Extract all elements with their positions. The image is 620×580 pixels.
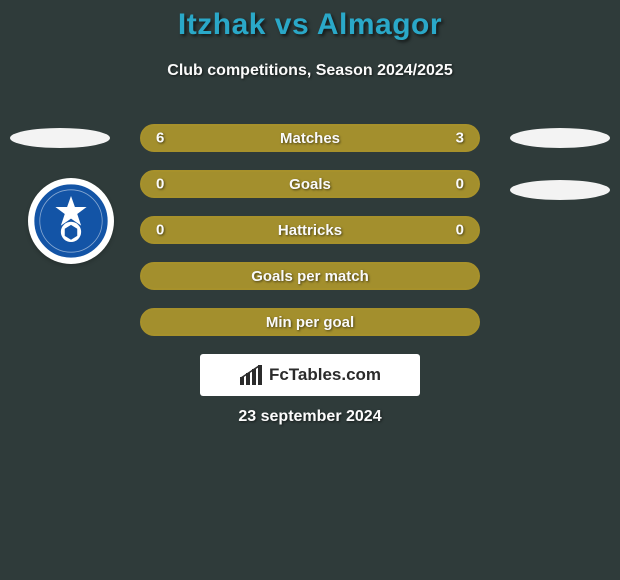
- subtitle: Club competitions, Season 2024/2025: [0, 62, 620, 80]
- date-label: 23 september 2024: [0, 408, 620, 426]
- branding-box: FcTables.com: [200, 354, 420, 396]
- stat-value-left: 0: [156, 222, 164, 239]
- stats-comparison-card: Itzhak vs Almagor Club competitions, Sea…: [0, 0, 620, 580]
- stat-row: Goals 0 0: [140, 170, 480, 198]
- bar-chart-icon: [239, 365, 263, 385]
- stat-value-right: 0: [456, 176, 464, 193]
- stat-value-right: 0: [456, 222, 464, 239]
- stat-row: Matches 6 3: [140, 124, 480, 152]
- stat-label: Matches: [280, 130, 340, 147]
- placeholder-ellipse-top-right: [510, 128, 610, 148]
- placeholder-ellipse-mid-right: [510, 180, 610, 200]
- stat-value-right: 3: [456, 130, 464, 147]
- stat-row: Goals per match: [140, 262, 480, 290]
- branding-text: FcTables.com: [269, 365, 381, 385]
- stat-value-left: 0: [156, 176, 164, 193]
- stat-label: Min per goal: [266, 314, 354, 331]
- stat-row: Hattricks 0 0: [140, 216, 480, 244]
- stat-label: Goals: [289, 176, 331, 193]
- placeholder-ellipse-top-left: [10, 128, 110, 148]
- stat-row: Min per goal: [140, 308, 480, 336]
- stat-label: Hattricks: [278, 222, 342, 239]
- stat-value-left: 6: [156, 130, 164, 147]
- club-badge-left: [28, 178, 114, 264]
- page-title: Itzhak vs Almagor: [0, 8, 620, 42]
- stat-rows: Matches 6 3 Goals 0 0 Hattricks 0 0 Goals per mat…: [140, 124, 480, 354]
- stat-label: Goals per match: [251, 268, 369, 285]
- club-crest-icon: [32, 182, 110, 260]
